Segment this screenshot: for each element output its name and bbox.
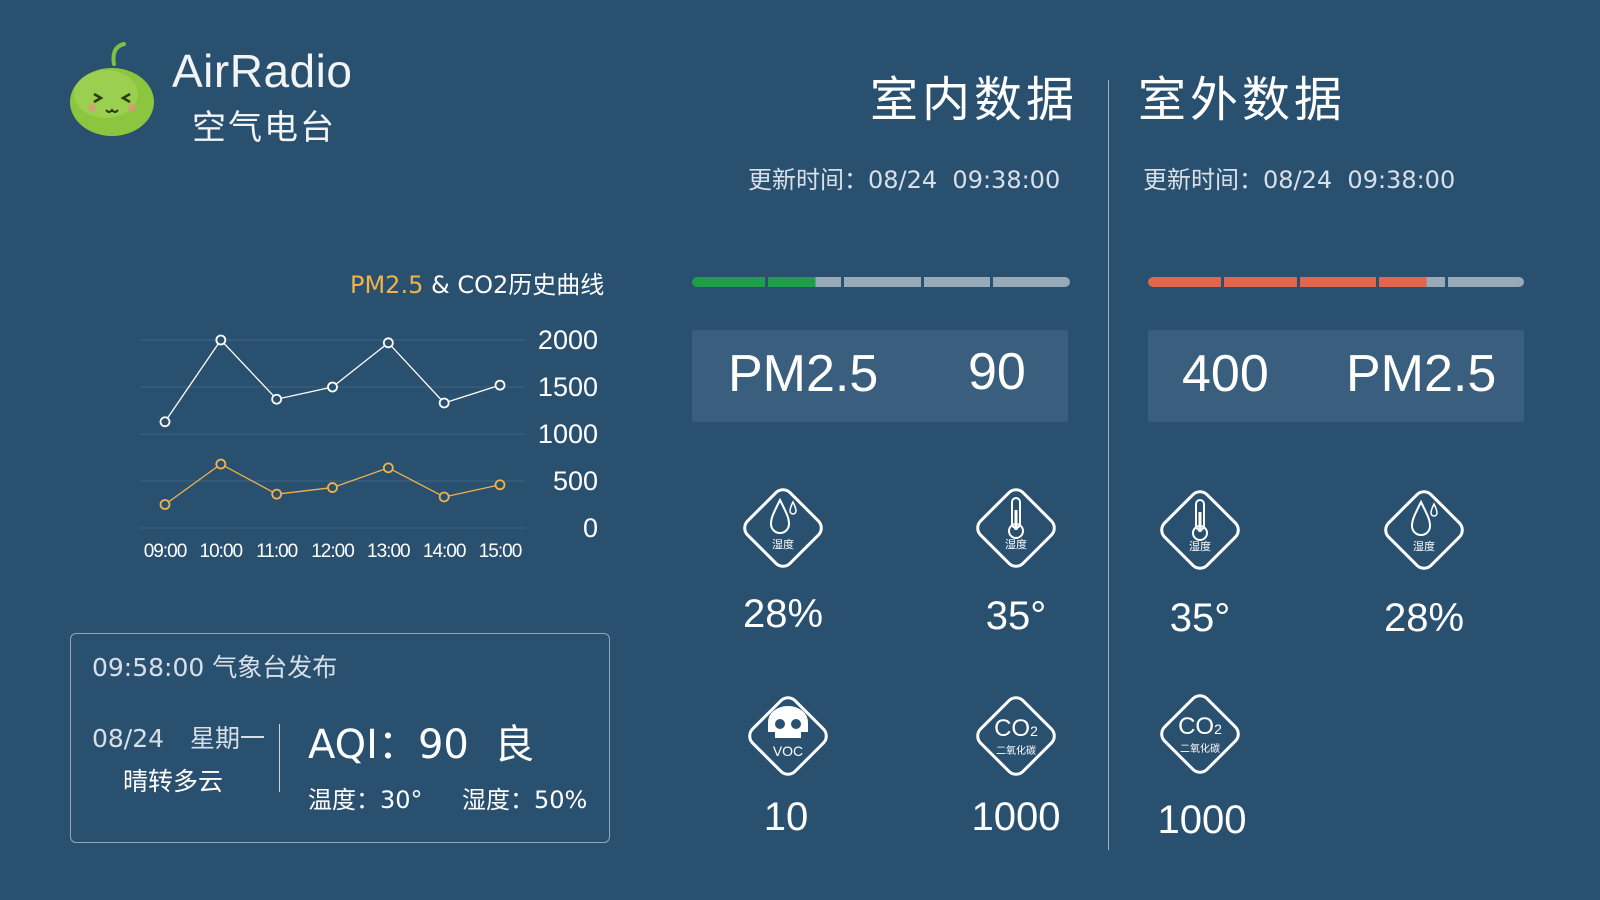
weather-card: 09:58:00 气象台发布 08/24 星期一 晴转多云 AQI：90 良 温… [70, 633, 610, 843]
sensor-icon-label: 湿度 [1189, 539, 1211, 553]
chart-y-tick-label: 0 [583, 513, 598, 543]
level-bar-segment [1148, 277, 1221, 287]
outdoor-sensor-temperature: 湿度 [1150, 480, 1250, 584]
chart-point [271, 488, 283, 500]
chart-point [438, 491, 450, 503]
chart-x-tick-label: 12:00 [311, 541, 354, 562]
outdoor-temperature-value: 35° [1169, 596, 1231, 640]
indoor-temperature-value: 35° [985, 594, 1047, 638]
outdoor-co2-value: 1000 [1157, 798, 1247, 842]
weather-divider [279, 724, 280, 792]
sensor-icon-label: 湿度 [1005, 537, 1027, 551]
chart-x-tick-label: 09:00 [144, 541, 187, 562]
chart-title-pm: PM2.5 [350, 271, 424, 299]
sensor-icon-label: VOC [773, 743, 803, 759]
chart-point [494, 479, 506, 491]
section-divider [1108, 80, 1109, 850]
indoor-sensor-co2: CO2 二氧化碳 [966, 686, 1066, 790]
indoor-level-bar [692, 277, 1070, 287]
indoor-co2-value: 1000 [971, 795, 1061, 839]
indoor-stat-box: PM2.5 90 [692, 330, 1068, 422]
chart-x-tick-label: 10:00 [200, 541, 243, 562]
outdoor-update-time: 更新时间：08/24 09:38:00 [1143, 166, 1456, 194]
sensor-icon-label: 二氧化碳 [1180, 742, 1220, 755]
level-bar-segment [1299, 277, 1377, 287]
level-bar-segment [1379, 277, 1445, 287]
level-bar-segment [692, 277, 766, 287]
logo: AirRadio 空气电台 [66, 42, 366, 148]
outdoor-humidity-value: 28% [1383, 596, 1465, 640]
weather-weekday: 星期一 [190, 724, 266, 753]
level-bar-segment [768, 277, 842, 287]
level-bar-segment [993, 277, 1070, 287]
chart-point [215, 334, 227, 346]
outdoor-title: 室外数据 [1138, 72, 1347, 128]
chart-title-rest: & CO2历史曲线 [423, 271, 605, 299]
level-bar-segment [1223, 277, 1297, 287]
level-bar-segment [1447, 277, 1524, 287]
chart-x-tick-label: 13:00 [367, 541, 410, 562]
sensor-icon-label: 湿度 [772, 537, 794, 551]
mascot-icon [70, 42, 154, 136]
chart-y-tick-label: 1000 [538, 419, 598, 449]
weather-release-time: 09:58:00 气象台发布 [92, 653, 338, 682]
co2-icon: CO2 二氧化碳 [1160, 694, 1240, 774]
chart-point [215, 458, 227, 470]
indoor-voc-value: 10 [763, 795, 809, 839]
chart-y-tick-label: 2000 [538, 325, 598, 355]
outdoor-level-bar [1148, 277, 1524, 287]
indoor-stat-value: 90 [968, 343, 1026, 401]
chart-point [271, 393, 283, 405]
chart-y-tick-label: 500 [553, 466, 598, 496]
chart-title: PM2.5 & CO2历史曲线 [350, 265, 604, 300]
co2-formula: CO2 [994, 715, 1038, 742]
chart-y-tick-label: 1500 [538, 372, 598, 402]
outdoor-stat-label: PM2.5 [1346, 345, 1497, 403]
weather-date: 08/24 星期一 [92, 719, 265, 755]
weather-date-value: 08/24 [92, 724, 165, 753]
indoor-stat-label: PM2.5 [728, 345, 879, 403]
indoor-sensor-humidity: 湿度 [733, 478, 833, 582]
weather-humidity: 湿度：50% [462, 786, 588, 814]
chart-point [382, 337, 394, 349]
humidity-drop-icon: 湿度 [743, 488, 823, 568]
chart-point [159, 499, 171, 510]
sensor-icon-label: 二氧化碳 [996, 744, 1036, 757]
chart-point [159, 416, 171, 428]
co2-formula: CO2 [1178, 713, 1222, 740]
indoor-humidity-value: 28% [742, 592, 824, 636]
outdoor-stat-box: 400 PM2.5 [1148, 330, 1524, 422]
voc-skull-icon: VOC [748, 696, 828, 776]
weather-temperature: 温度：30° [308, 786, 423, 814]
chart-x-tick-label: 15:00 [479, 541, 522, 562]
indoor-title: 室内数据 [870, 72, 1079, 128]
outdoor-sensor-co2: CO2 二氧化碳 [1150, 684, 1250, 788]
indoor-sensor-temperature: 湿度 [966, 478, 1066, 582]
level-bar-segment [844, 277, 922, 287]
brand-name-zh: 空气电台 [192, 108, 336, 148]
outdoor-sensor-humidity: 湿度 [1374, 480, 1474, 584]
chart-point [327, 381, 338, 393]
humidity-drop-icon: 湿度 [1384, 490, 1464, 570]
brand-name-en: AirRadio [172, 45, 353, 97]
chart-series-line [164, 338, 501, 423]
chart-point [382, 462, 394, 474]
thermometer-icon: 湿度 [1160, 490, 1240, 570]
chart-x-tick-label: 14:00 [423, 541, 466, 562]
chart-x-tick-label: 11:00 [256, 541, 298, 562]
indoor-sensor-voc: VOC [738, 686, 838, 790]
chart-point [438, 397, 450, 409]
history-chart: 2000 1500 1000 500 0 09:00 10:00 11:00 12:00 13:0… [140, 325, 598, 562]
thermometer-icon: 湿度 [976, 488, 1056, 568]
weather-aqi: AQI：90 良 [308, 722, 535, 768]
level-bar-segment [924, 277, 991, 287]
outdoor-stat-value: 400 [1182, 345, 1269, 403]
indoor-update-time: 更新时间：08/24 09:38:00 [748, 166, 1061, 194]
chart-point [327, 482, 338, 493]
sensor-icon-label: 湿度 [1413, 539, 1435, 553]
co2-icon: CO2 二氧化碳 [976, 696, 1056, 776]
weather-condition: 晴转多云 [123, 767, 224, 796]
chart-point [494, 379, 506, 391]
